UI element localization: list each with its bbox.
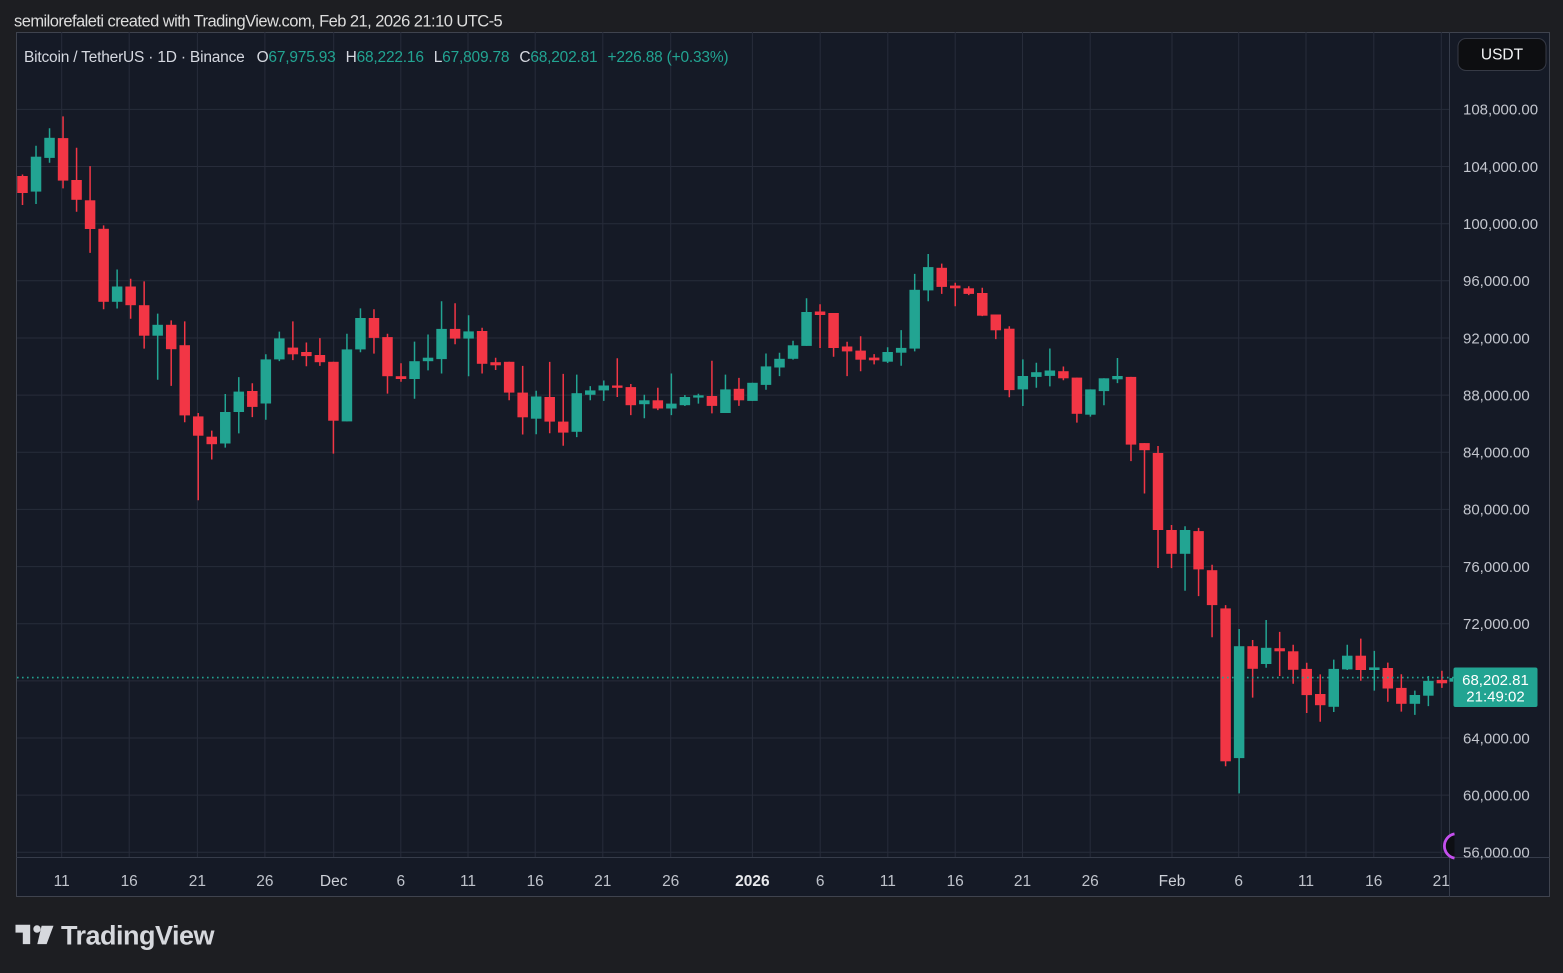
svg-text:100,000.00: 100,000.00 [1463,216,1538,233]
svg-text:6: 6 [1234,873,1243,890]
svg-text:104,000.00: 104,000.00 [1463,159,1538,176]
svg-text:72,000.00: 72,000.00 [1463,616,1530,633]
svg-text:TradingView: TradingView [61,921,216,951]
svg-text:68,202.81: 68,202.81 [1462,672,1529,689]
svg-text:11: 11 [880,873,896,890]
svg-text:56,000.00: 56,000.00 [1463,845,1530,862]
svg-text:6: 6 [396,873,405,890]
svg-text:60,000.00: 60,000.00 [1463,787,1530,804]
svg-text:108,000.00: 108,000.00 [1463,102,1538,119]
svg-text:64,000.00: 64,000.00 [1463,730,1530,747]
svg-text:21: 21 [1433,873,1450,890]
svg-text:Bitcoin / TetherUS · 1D · Bina: Bitcoin / TetherUS · 1D · Binance O67,975… [24,49,728,66]
svg-text:semilorefaleti created with Tr: semilorefaleti created with TradingView.… [14,13,503,31]
svg-text:76,000.00: 76,000.00 [1463,559,1530,576]
svg-text:6: 6 [816,873,825,890]
svg-text:26: 26 [1082,873,1099,890]
svg-text:2026: 2026 [735,873,770,890]
svg-text:96,000.00: 96,000.00 [1463,273,1530,290]
svg-text:21: 21 [1014,873,1031,890]
svg-text:84,000.00: 84,000.00 [1463,445,1530,462]
svg-text:21: 21 [594,873,611,890]
svg-text:21:49:02: 21:49:02 [1466,689,1524,706]
svg-text:USDT: USDT [1481,47,1524,64]
svg-text:92,000.00: 92,000.00 [1463,330,1530,347]
svg-text:80,000.00: 80,000.00 [1463,502,1530,519]
svg-text:Dec: Dec [320,873,348,890]
svg-text:16: 16 [121,873,138,890]
svg-text:88,000.00: 88,000.00 [1463,387,1530,404]
svg-text:16: 16 [527,873,544,890]
svg-text:Feb: Feb [1159,873,1186,890]
svg-text:21: 21 [189,873,206,890]
svg-text:16: 16 [1365,873,1382,890]
svg-text:11: 11 [54,873,70,890]
svg-text:26: 26 [662,873,679,890]
svg-text:26: 26 [256,873,273,890]
svg-text:11: 11 [1298,873,1314,890]
svg-text:16: 16 [947,873,964,890]
svg-text:11: 11 [460,873,476,890]
